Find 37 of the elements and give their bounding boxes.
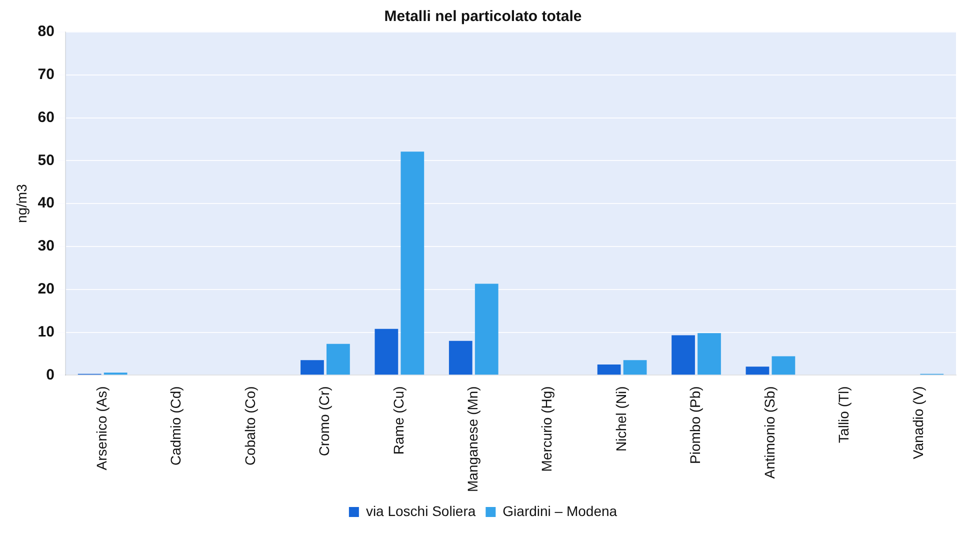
bar xyxy=(672,335,695,375)
x-tick-label: Vanadio (V) xyxy=(910,386,926,460)
bar xyxy=(374,328,398,375)
bar xyxy=(300,360,324,375)
y-tick-label: 80 xyxy=(38,23,54,40)
bar xyxy=(698,333,721,375)
bar xyxy=(597,364,621,375)
x-tick-label: Tallio (Tl) xyxy=(836,386,852,443)
chart-title: Metalli nel particolato totale xyxy=(384,8,582,26)
bar xyxy=(400,152,424,375)
legend-label: via Loschi Soliera xyxy=(366,502,476,519)
x-tick-label: Nichel (Ni) xyxy=(612,386,629,452)
y-tick-label: 60 xyxy=(38,108,54,126)
x-tick-label: Mercurio (Hg) xyxy=(538,386,555,472)
x-tick-label: Rame (Cu) xyxy=(390,386,406,455)
y-tick-label: 20 xyxy=(38,280,54,298)
y-tick-label: 70 xyxy=(38,66,54,84)
x-tick-label: Antimonio (Sb) xyxy=(761,386,778,479)
x-tick-label: Arsenico (As) xyxy=(93,386,110,470)
y-tick-label: 50 xyxy=(38,152,54,169)
y-tick-label: 30 xyxy=(38,238,54,255)
bar xyxy=(623,360,647,375)
bar xyxy=(448,340,472,375)
y-tick-label: 10 xyxy=(38,323,54,340)
x-tick-label: Cromo (Cr) xyxy=(316,386,332,456)
x-tick-label: Cobalto (Co) xyxy=(242,386,258,466)
bar xyxy=(474,284,498,375)
x-tick-label: Manganese (Mn) xyxy=(464,386,480,492)
y-tick-label: 40 xyxy=(38,194,54,212)
bar xyxy=(772,356,796,375)
legend-label: Giardini – Modena xyxy=(502,502,618,519)
bar xyxy=(326,344,350,375)
x-tick-label: Piombo (Pb) xyxy=(687,386,704,464)
bar xyxy=(746,366,770,375)
x-tick-label: Cadmio (Cd) xyxy=(168,386,184,466)
y-axis-title: ng/m3 xyxy=(13,184,30,224)
y-tick-label: 0 xyxy=(46,366,54,384)
